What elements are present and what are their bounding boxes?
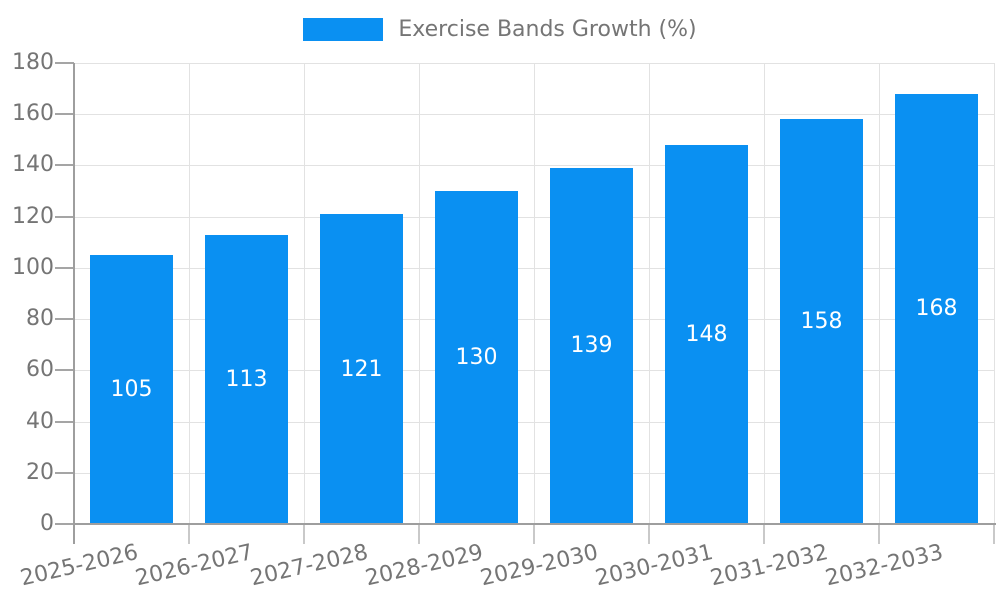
bar-value-label: 121	[340, 356, 383, 382]
y-axis-tick-label: 120	[12, 203, 54, 229]
y-axis-tick	[55, 420, 74, 423]
bar-2030-2031: 148	[665, 144, 748, 524]
x-gridline	[764, 63, 765, 524]
x-gridline	[189, 63, 190, 524]
x-axis-category-label: 2026-2027	[132, 540, 256, 592]
bar-value-label: 105	[110, 377, 153, 403]
x-axis-tick	[188, 525, 190, 544]
y-axis-tick	[55, 471, 74, 474]
x-axis-category-label: 2031-2032	[707, 540, 831, 592]
bar-value-label: 139	[570, 333, 613, 359]
bar-2027-2028: 121	[320, 214, 403, 524]
y-axis-tick	[55, 113, 74, 116]
y-axis-tick-label: 60	[26, 357, 54, 383]
bar-value-label: 148	[685, 321, 728, 347]
x-gridline	[649, 63, 650, 524]
y-axis-line	[73, 63, 75, 544]
x-axis-tick	[533, 525, 535, 544]
bar-2031-2032: 158	[780, 119, 863, 524]
x-axis-category-label: 2027-2028	[247, 540, 371, 592]
bar-2025-2026: 105	[90, 255, 173, 524]
y-axis-tick	[55, 215, 74, 218]
bar-value-label: 130	[455, 345, 498, 371]
y-axis-tick	[55, 369, 74, 372]
x-axis-tick	[763, 525, 765, 544]
x-axis-tick	[418, 525, 420, 544]
legend-swatch-icon[interactable]	[303, 18, 384, 41]
y-axis-tick-label: 40	[26, 408, 54, 434]
bar-value-label: 168	[915, 296, 958, 322]
y-axis-tick-label: 80	[26, 306, 54, 332]
y-axis-tick-label: 160	[12, 101, 54, 127]
bar-value-label: 158	[800, 309, 843, 335]
bar-value-label: 113	[225, 366, 268, 392]
bar-2032-2033: 168	[895, 93, 978, 524]
y-axis-tick-label: 20	[26, 459, 54, 485]
x-axis-tick	[878, 525, 880, 544]
x-axis-category-label: 2032-2033	[822, 540, 946, 592]
y-axis-tick	[55, 266, 74, 269]
x-axis-tick	[648, 525, 650, 544]
bar-2029-2030: 139	[550, 168, 633, 524]
chart-legend: Exercise Bands Growth (%)	[0, 17, 1000, 42]
x-axis-line	[73, 523, 996, 525]
bar-2026-2027: 113	[205, 234, 288, 524]
x-gridline	[994, 63, 995, 524]
y-axis-tick	[55, 318, 74, 321]
legend-label: Exercise Bands Growth (%)	[398, 17, 697, 42]
y-axis-tick-label: 100	[12, 254, 54, 280]
x-gridline	[419, 63, 420, 524]
x-axis-category-label: 2029-2030	[477, 540, 601, 592]
x-axis-category-label: 2025-2026	[17, 540, 141, 592]
x-gridline	[879, 63, 880, 524]
y-axis-tick-label: 0	[40, 511, 54, 536]
y-axis-tick-label: 180	[12, 50, 54, 75]
y-axis-tick	[55, 164, 74, 167]
y-axis-tick	[55, 62, 74, 64]
bar-2028-2029: 130	[435, 191, 518, 524]
x-axis-tick	[993, 525, 995, 544]
y-axis-tick	[55, 523, 74, 525]
x-axis-category-label: 2028-2029	[362, 540, 486, 592]
x-axis-tick	[303, 525, 305, 544]
x-gridline	[304, 63, 305, 524]
x-axis-category-label: 2030-2031	[592, 540, 716, 592]
y-axis-tick-label: 140	[12, 152, 54, 178]
x-gridline	[534, 63, 535, 524]
